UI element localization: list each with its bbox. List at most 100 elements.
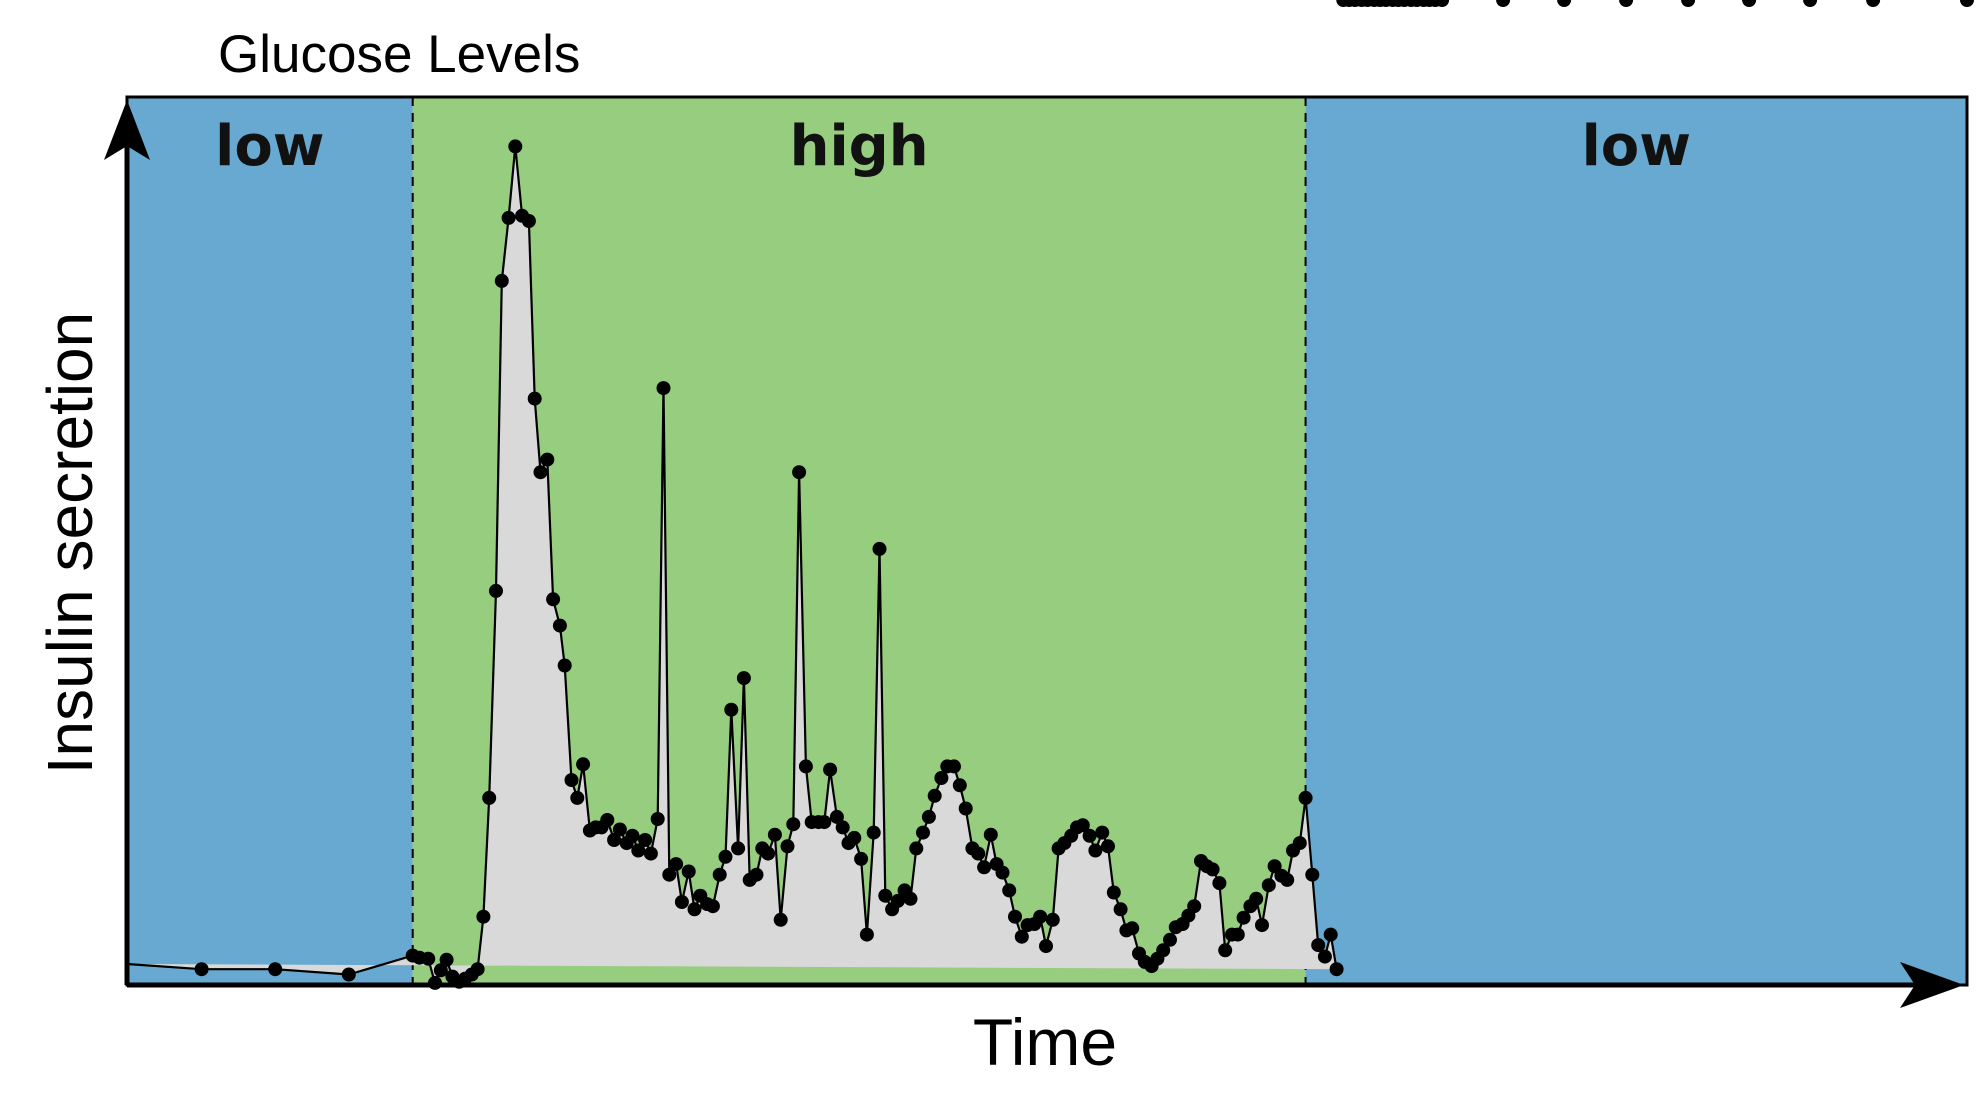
data-point: [194, 962, 209, 977]
data-point: [854, 851, 869, 866]
data-point: [909, 841, 924, 856]
data-point: [971, 846, 986, 861]
data-point: [995, 865, 1010, 880]
data-point: [546, 592, 561, 607]
data-point: [1156, 943, 1171, 958]
data-point: [1742, 0, 1757, 7]
data-point: [761, 846, 776, 861]
data-point: [508, 139, 523, 154]
x-axis-label: Time: [973, 1005, 1117, 1079]
data-point: [482, 790, 497, 805]
data-point: [1230, 927, 1245, 942]
data-point: [533, 465, 548, 480]
data-point: [1249, 891, 1264, 906]
data-point: [540, 452, 555, 467]
data-point: [859, 927, 874, 942]
data-point: [1033, 909, 1048, 924]
data-point: [749, 867, 764, 882]
data-point: [1045, 912, 1060, 927]
region-label-1: high: [790, 114, 929, 179]
data-point: [866, 825, 881, 840]
data-point: [1125, 921, 1140, 936]
data-point: [1292, 836, 1307, 851]
data-point: [1305, 867, 1320, 882]
chart-title: Glucose Levels: [218, 25, 580, 84]
data-point: [662, 867, 677, 882]
x-axis-arrow-icon: [1900, 962, 1964, 1008]
data-point: [1113, 902, 1128, 917]
data-point: [268, 962, 283, 977]
data-point: [823, 762, 838, 777]
data-point: [607, 833, 622, 847]
y-axis-arrow-icon: [104, 100, 150, 160]
data-point: [564, 773, 579, 788]
data-point: [916, 825, 930, 840]
data-point: [1088, 843, 1103, 858]
data-point: [718, 849, 733, 864]
data-point: [1008, 909, 1022, 924]
data-point: [1014, 929, 1029, 944]
data-point: [1803, 0, 1818, 7]
data-point: [927, 788, 942, 803]
data-point: [736, 671, 751, 686]
data-point: [872, 541, 887, 556]
y-axis-label: Insulin secretion: [34, 312, 106, 774]
data-point: [947, 759, 961, 774]
data-point: [681, 864, 696, 879]
data-point: [1218, 943, 1233, 958]
data-point: [1163, 932, 1177, 947]
data-point: [1236, 910, 1251, 925]
data-point: [1101, 839, 1115, 854]
data-point: [489, 583, 503, 598]
region-0-low: [127, 97, 413, 985]
data-point: [1619, 0, 1634, 7]
data-point: [952, 778, 967, 793]
data-point: [1106, 885, 1121, 900]
data-point: [439, 952, 454, 967]
data-point: [494, 273, 509, 288]
data-point: [1075, 818, 1090, 833]
data-point: [724, 702, 739, 717]
data-point: [1298, 790, 1313, 805]
data-point: [669, 857, 684, 872]
data-point: [1317, 949, 1332, 964]
data-point: [731, 841, 746, 856]
data-point: [786, 817, 801, 832]
data-point: [705, 899, 720, 914]
data-point: [476, 909, 491, 924]
data-point: [792, 465, 807, 480]
data-point: [650, 812, 665, 826]
data-point: [341, 967, 356, 982]
data-point: [1261, 878, 1276, 893]
data-point: [890, 893, 905, 908]
data-point: [656, 381, 671, 396]
data-point: [433, 963, 448, 978]
data-point: [773, 912, 788, 927]
data-point: [921, 809, 936, 824]
data-point: [835, 820, 850, 835]
data-point: [470, 962, 485, 977]
data-point: [521, 214, 536, 228]
data-point: [829, 809, 844, 824]
data-point: [1205, 862, 1220, 877]
data-point: [983, 827, 998, 842]
data-point: [1095, 825, 1110, 840]
data-point: [878, 888, 893, 903]
data-point: [1039, 939, 1053, 954]
data-point: [1681, 0, 1696, 7]
data-point: [1866, 0, 1881, 7]
data-point: [527, 391, 542, 406]
data-point: [903, 891, 918, 906]
data-point: [612, 822, 627, 837]
region-labels: low high low: [215, 114, 1691, 179]
region-label-0: low: [215, 114, 324, 179]
data-point: [600, 813, 615, 827]
data-point: [817, 815, 832, 830]
data-point: [712, 867, 727, 882]
data-point: [1082, 828, 1097, 843]
data-point: [780, 839, 795, 854]
data-point: [1187, 899, 1202, 914]
data-point: [798, 759, 813, 774]
region-label-2: low: [1582, 114, 1691, 179]
